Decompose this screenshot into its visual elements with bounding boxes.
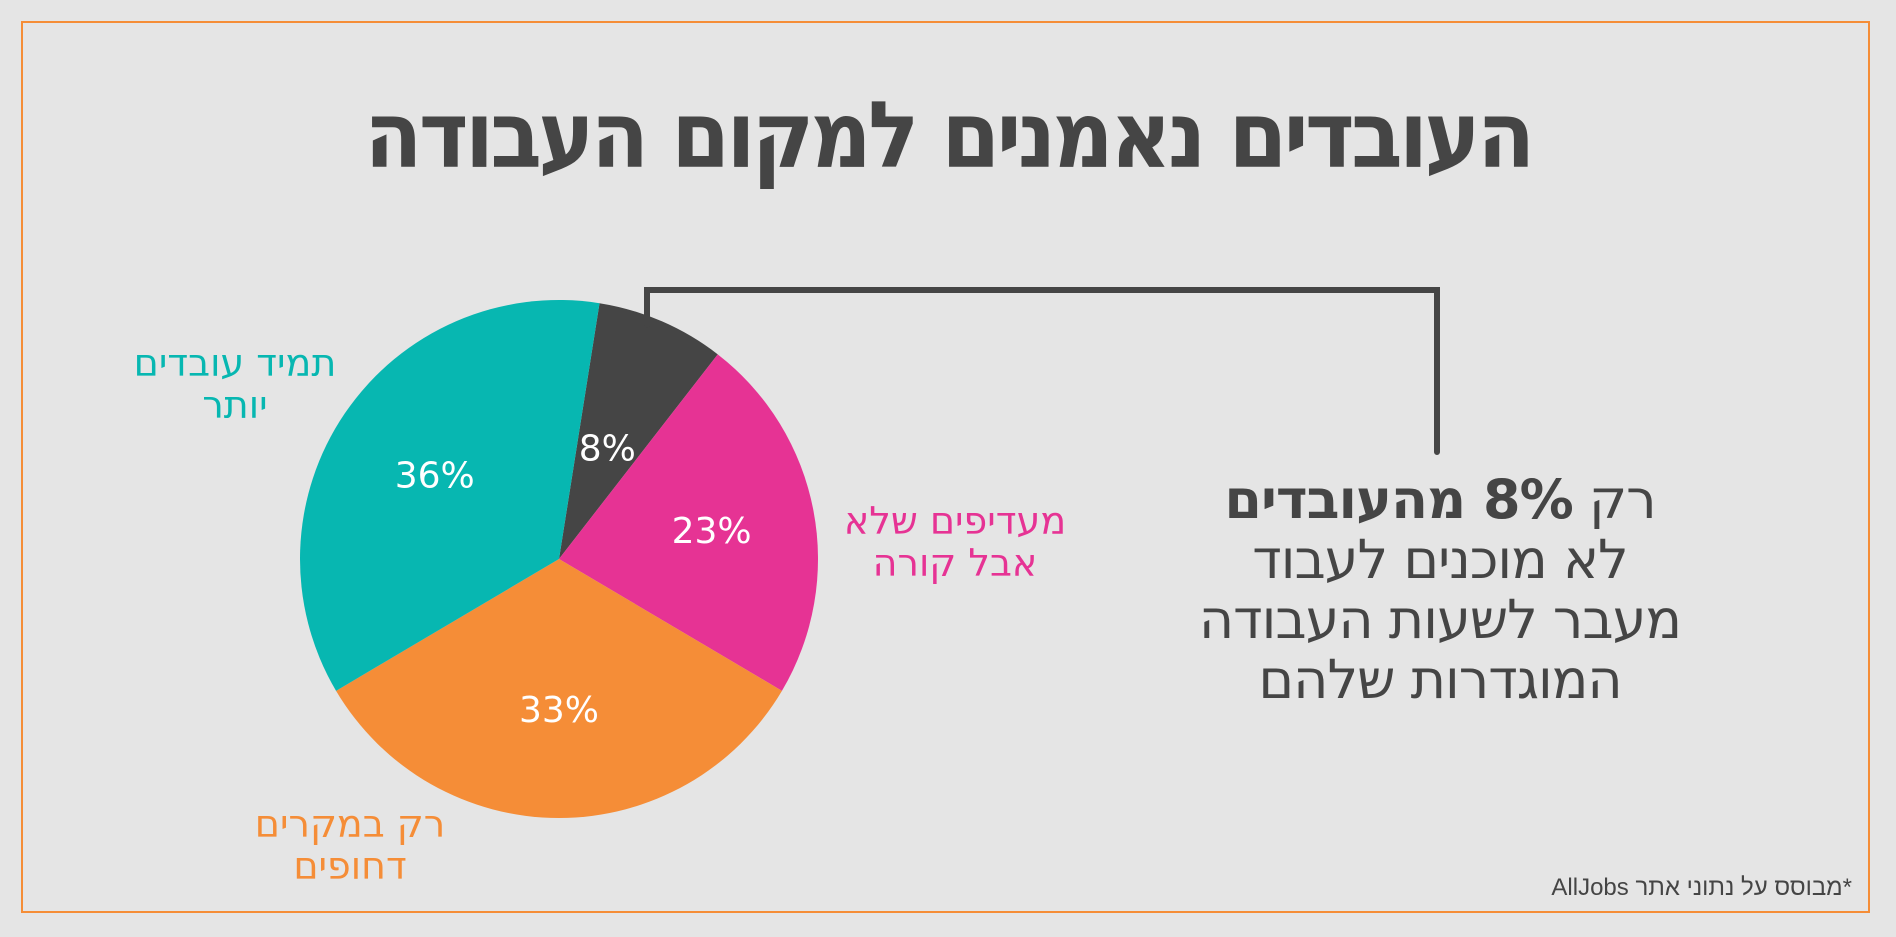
pie-value-label: 33% — [519, 690, 599, 731]
callout-line-1: רק 8% מהעובדים — [1140, 470, 1740, 530]
label-line: מעדיפים שלא — [843, 499, 1067, 543]
legend-label-prefer-not-but-happens: מעדיפים שלא אבל קורה — [820, 500, 1090, 584]
chart-title: העובדים נאמנים למקום העבודה — [364, 82, 1535, 189]
label-line: תמיד עובדים — [133, 341, 337, 385]
callout-highlight: 8% מהעובדים — [1224, 468, 1573, 531]
legend-label-only-urgent: רק במקרים דחופים — [225, 803, 475, 887]
source-note: *מבוסס על נתוני אתר AllJobs — [1551, 874, 1852, 901]
callout-line-2: לא מוכנים לעבוד — [1252, 528, 1629, 591]
pie-slice — [299, 299, 600, 691]
pie-value-label: 36% — [395, 456, 475, 497]
pie-slice — [559, 354, 818, 691]
callout-annotation: רק 8% מהעובדים לא מוכנים לעבוד מעבר לשעו… — [1140, 470, 1740, 710]
legend-label-always-work-more: תמיד עובדים יותר — [110, 342, 360, 426]
label-line: רק במקרים — [254, 802, 446, 846]
callout-line-3: מעבר לשעות העבודה — [1198, 588, 1682, 651]
pie-value-label: 23% — [672, 511, 752, 552]
label-line: אבל קורה — [872, 541, 1038, 585]
pie-value-label: 8% — [579, 428, 636, 469]
callout-line-4: המוגדרות שלהם — [1258, 648, 1622, 711]
pie-value-labels: 8% 23% 33% 36% — [395, 428, 752, 731]
label-line: יותר — [202, 383, 268, 427]
pie-slice — [559, 303, 718, 559]
pie-slice — [336, 559, 782, 818]
callout-connector-line — [644, 287, 1440, 455]
label-line: דחופים — [293, 844, 407, 888]
pie-slices — [299, 299, 818, 818]
infographic-frame — [21, 21, 1870, 913]
callout-prefix: רק — [1572, 468, 1657, 531]
